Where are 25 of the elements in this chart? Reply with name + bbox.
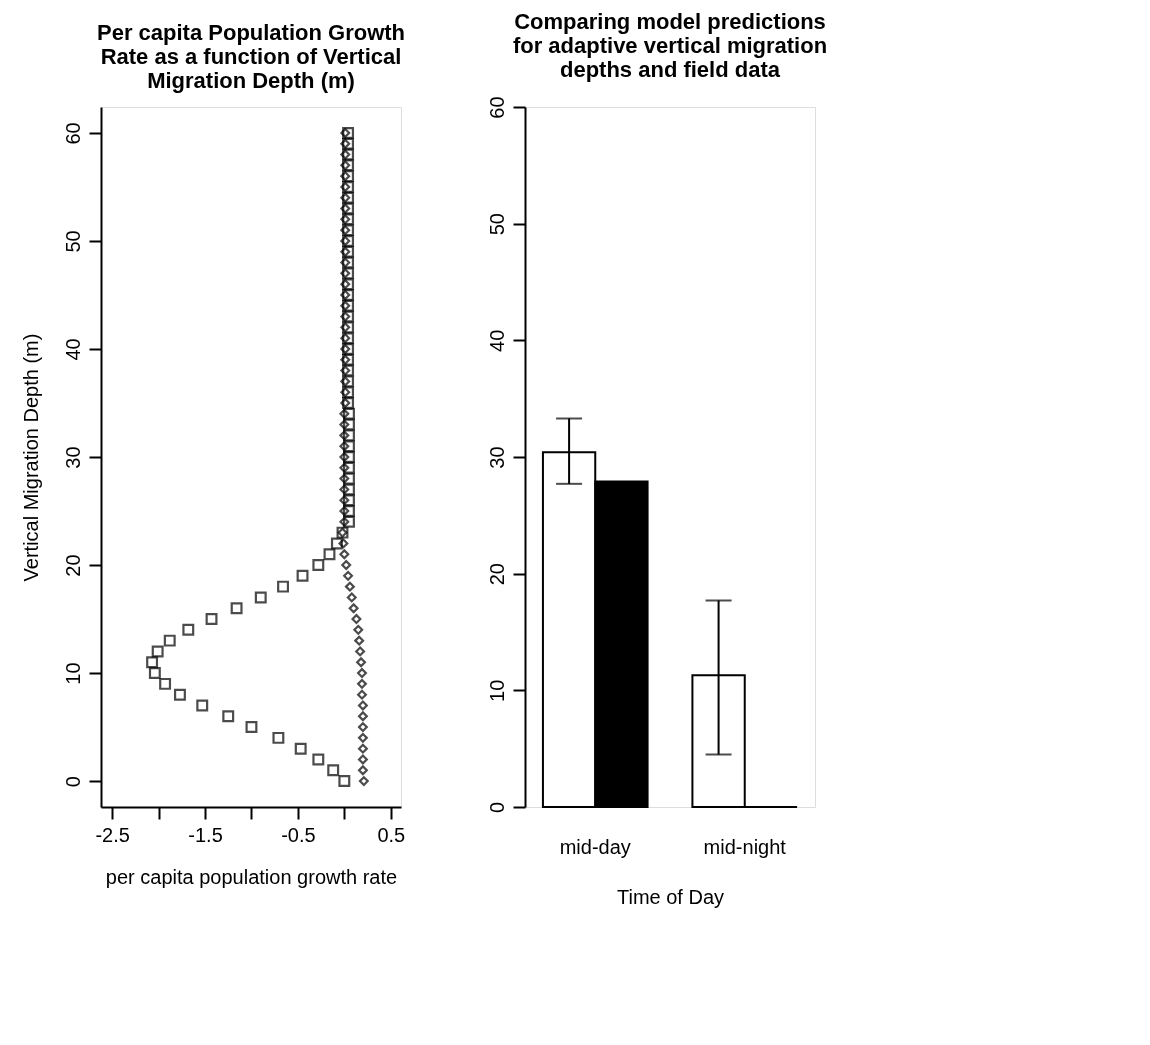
- y-tick-label: 60: [61, 122, 84, 145]
- x-tick-label: -2.5: [95, 823, 130, 846]
- y-tick-label: 10: [61, 662, 84, 685]
- y-tick-label: 20: [61, 554, 84, 577]
- x-axis-title: Time of Day: [616, 885, 725, 908]
- x-tick-label: mid-day: [559, 835, 631, 858]
- y-tick-label: 20: [485, 563, 508, 586]
- y-tick-label: 50: [61, 230, 84, 253]
- chart-title: Comparing model predictions for adaptive vertical migration depths and field data: [512, 8, 828, 82]
- y-tick-label: 40: [61, 338, 84, 361]
- x-tick-label: mid-night: [703, 835, 787, 858]
- x-axis-title: per capita population growth rate: [105, 865, 398, 888]
- y-axis-title: Vertical Migration Depth (m): [19, 333, 42, 582]
- y-tick-label: 30: [485, 446, 508, 469]
- y-tick-label: 0: [61, 776, 84, 788]
- x-tick-label: -0.5: [281, 823, 316, 846]
- chart-title: Per capita Population Growth Rate as a function of Vertical Migration Depth (m): [96, 20, 406, 93]
- y-tick-label: 60: [485, 96, 508, 119]
- x-tick-label: 0.5: [377, 823, 406, 846]
- y-tick-label: 50: [485, 213, 508, 236]
- x-tick-label: -1.5: [188, 823, 223, 846]
- y-tick-label: 0: [485, 801, 508, 814]
- y-tick-label: 10: [485, 679, 508, 702]
- y-tick-label: 30: [61, 446, 84, 469]
- y-tick-label: 40: [485, 329, 508, 352]
